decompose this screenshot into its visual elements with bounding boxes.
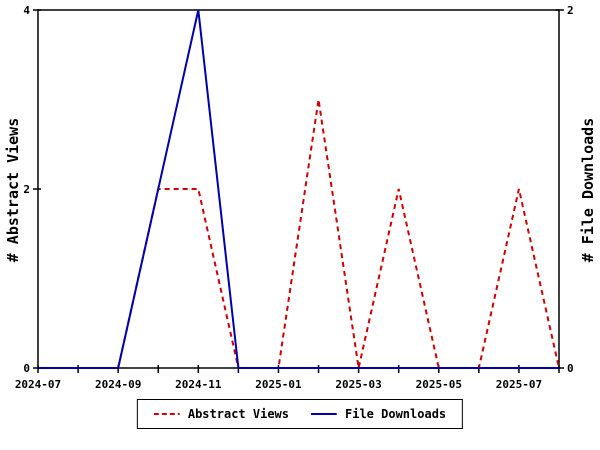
left-axis-tick-label: 4 — [23, 4, 30, 17]
series-line-file-downloads — [38, 9, 559, 369]
plot-border — [37, 9, 560, 369]
chart-legend: Abstract Views File Downloads — [136, 399, 464, 429]
series-line-abstract-views — [38, 99, 560, 369]
file-downloads-solid-line-swatch — [311, 413, 337, 415]
right-axis-tick-label: 2 — [567, 4, 574, 17]
legend-label-file-downloads: File Downloads — [345, 407, 447, 421]
right-axis-title: # File Downloads — [579, 117, 597, 263]
x-axis-tick-label: 2025-05 — [416, 378, 462, 391]
x-axis-tick-label: 2025-03 — [335, 378, 381, 391]
abstract-views-dashed-line-swatch — [153, 413, 180, 415]
x-axis-tick-label: 2025-07 — [496, 378, 542, 391]
left-axis-tick-label: 0 — [23, 362, 30, 375]
legend-item-abstract-views: Abstract Views — [153, 407, 289, 421]
x-axis-tick-label: 2025-01 — [255, 378, 302, 391]
x-axis-tick-label: 2024-09 — [95, 378, 141, 391]
legend-item-file-downloads: File Downloads — [311, 407, 446, 421]
right-axis-tick-label: 0 — [567, 362, 574, 375]
x-axis-tick-label: 2024-11 — [175, 378, 222, 391]
legend-label-abstract-views: Abstract Views — [187, 407, 289, 421]
left-axis-tick-label: 2 — [23, 183, 30, 196]
left-axis-title: # Abstract Views — [4, 117, 22, 263]
x-axis-tick-label: 2024-07 — [15, 378, 61, 391]
